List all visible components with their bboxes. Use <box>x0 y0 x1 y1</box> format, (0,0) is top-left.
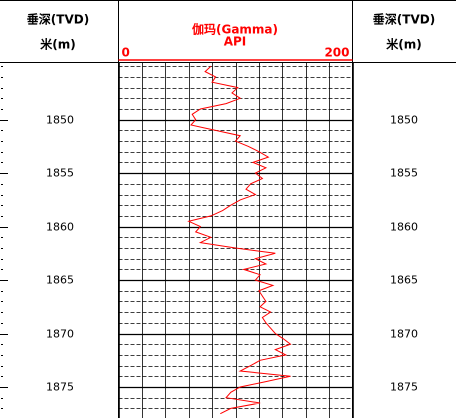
track-title: 伽玛(Gamma) <box>192 22 278 37</box>
depth-unit: 米(m) <box>386 37 421 52</box>
y-tick-label: 1865 <box>390 274 418 287</box>
y-tick-label: 1855 <box>390 167 418 180</box>
y-tick-label: 1855 <box>46 167 74 180</box>
depth-title: 垂深(TVD) <box>373 12 435 27</box>
depth-title: 垂深(TVD) <box>27 12 89 27</box>
y-tick-label: 1860 <box>390 221 418 234</box>
y-tick-label: 1875 <box>46 381 74 394</box>
y-tick-label: 1870 <box>390 328 418 341</box>
y-tick-label: 1875 <box>390 381 418 394</box>
x-tick-label: 0 <box>122 46 130 60</box>
gamma-curve <box>187 65 292 415</box>
y-tick-label: 1850 <box>390 114 418 127</box>
x-tick-label: 200 <box>324 46 349 60</box>
y-tick-label: 1860 <box>46 221 74 234</box>
y-tick-label: 1865 <box>46 274 74 287</box>
track-unit: API <box>224 35 247 49</box>
y-tick-label: 1870 <box>46 328 74 341</box>
y-tick-label: 1850 <box>46 114 74 127</box>
depth-unit: 米(m) <box>40 37 75 52</box>
